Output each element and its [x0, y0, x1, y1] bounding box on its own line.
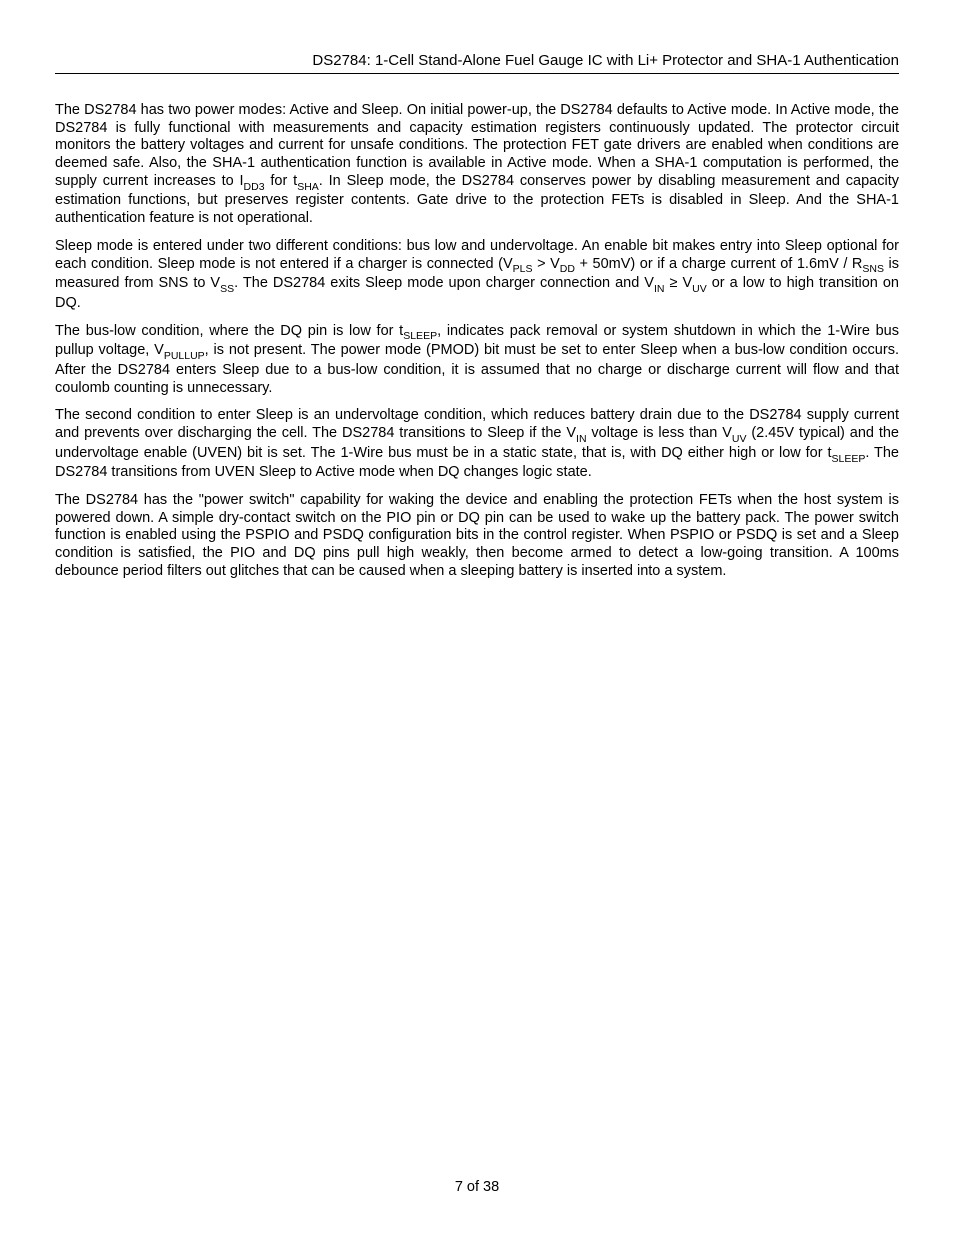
subscript-text: DD [560, 263, 575, 275]
body-text: The bus-low condition, where the DQ pin … [55, 323, 403, 339]
paragraph-5: The DS2784 has the "power switch" capabi… [55, 492, 899, 580]
paragraph-4: The second condition to enter Sleep is a… [55, 407, 899, 482]
body-text: voltage is less than V [587, 425, 732, 441]
subscript-text: PLS [513, 263, 533, 275]
body-text: The DS2784 has the "power switch" capabi… [55, 492, 899, 579]
body-text: + 50mV) or if a charge current of 1.6mV … [575, 256, 862, 272]
paragraph-2: Sleep mode is entered under two differen… [55, 238, 899, 313]
subscript-text: SNS [862, 263, 884, 275]
subscript-text: SHA [297, 181, 319, 193]
body-text: > V [533, 256, 560, 272]
document-header: DS2784: 1-Cell Stand-Alone Fuel Gauge IC… [55, 52, 899, 74]
subscript-text: SLEEP [403, 330, 437, 342]
body-text: ≥ V [664, 275, 692, 291]
subscript-text: SS [220, 283, 234, 295]
body-text: . The DS2784 exits Sleep mode upon charg… [234, 275, 654, 291]
header-title: DS2784: 1-Cell Stand-Alone Fuel Gauge IC… [312, 52, 899, 69]
subscript-text: IN [654, 283, 665, 295]
body-text: for t [265, 173, 298, 189]
subscript-text: UV [692, 283, 707, 295]
subscript-text: UV [732, 433, 747, 445]
subscript-text: PULLUP [164, 350, 205, 362]
subscript-text: IN [576, 433, 587, 445]
page-footer: 7 of 38 [0, 1179, 954, 1195]
subscript-text: DD3 [244, 181, 265, 193]
page-number: 7 of 38 [455, 1179, 499, 1195]
paragraph-1: The DS2784 has two power modes: Active a… [55, 102, 899, 228]
subscript-text: SLEEP [831, 453, 865, 465]
page-container: DS2784: 1-Cell Stand-Alone Fuel Gauge IC… [0, 0, 954, 1235]
paragraph-3: The bus-low condition, where the DQ pin … [55, 323, 899, 398]
